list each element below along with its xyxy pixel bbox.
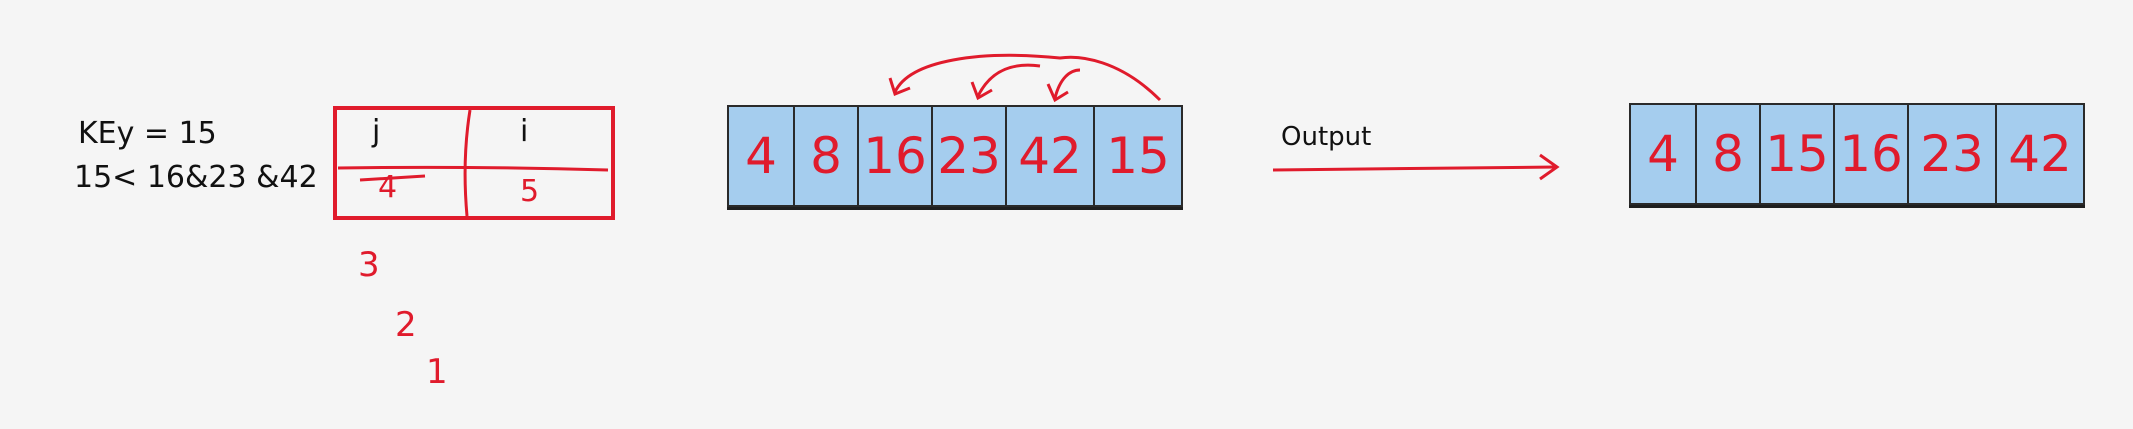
output-label: Output: [1281, 122, 1372, 152]
output-arrow-head: [1539, 153, 1560, 181]
strike-through-mark: [359, 174, 426, 182]
arrow-head-23: [970, 81, 993, 101]
table-col-i: i: [520, 114, 529, 149]
jk-table-divider-horizontal: [337, 165, 609, 172]
output-array-cell: 23: [1907, 103, 1997, 205]
input-array-cell: 15: [1093, 105, 1183, 207]
curve-arrow-to-23: [976, 63, 1041, 97]
output-array-cell: 8: [1695, 103, 1761, 205]
arrow-head-42: [1046, 83, 1069, 103]
j-trace-1: 3: [358, 245, 380, 285]
arrow-head-16: [888, 77, 911, 96]
output-array-cell: 42: [1995, 103, 2085, 205]
input-array-cell: 16: [857, 105, 933, 207]
output-array-underline: [1629, 205, 2085, 208]
jk-table-border: [333, 106, 615, 220]
output-array-cell: 15: [1759, 103, 1835, 205]
table-i-value: 5: [520, 174, 540, 209]
input-array-cell: 4: [727, 105, 795, 207]
table-col-j: j: [372, 114, 381, 149]
input-array-cell: 23: [931, 105, 1007, 207]
output-arrow-line: [1272, 165, 1557, 172]
input-array-cell: 8: [793, 105, 859, 207]
input-array-cell: 42: [1005, 105, 1095, 207]
comparison-note: 15< 16&23 &42: [74, 160, 318, 195]
output-array-cell: 16: [1833, 103, 1909, 205]
j-trace-3: 1: [426, 352, 448, 392]
input-array-underline: [727, 207, 1183, 210]
output-array-cell: 4: [1629, 103, 1697, 205]
jk-table-divider-vertical: [463, 109, 472, 217]
j-trace-2: 2: [395, 305, 417, 345]
curve-arrow-to-42: [1053, 68, 1081, 99]
curve-arrow-to-16: [893, 53, 1162, 102]
table-j-value: 4: [378, 170, 398, 205]
key-label: KEy = 15: [78, 116, 217, 151]
